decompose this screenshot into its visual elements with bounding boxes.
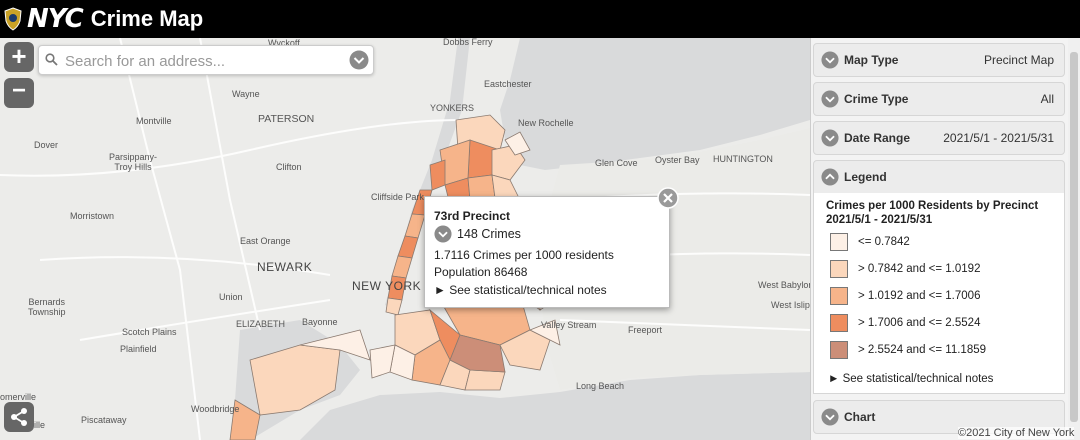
legend-notes-link[interactable]: ► See statistical/technical notes xyxy=(828,373,994,385)
chevron-down-icon[interactable] xyxy=(434,225,452,243)
panel-scrollbar[interactable] xyxy=(1068,38,1080,440)
legend-swatch xyxy=(830,287,848,305)
chevron-down-icon xyxy=(821,408,839,426)
label-paterson: PATERSON xyxy=(258,113,315,125)
legend-body: Crimes per 1000 Residents by Precinct 20… xyxy=(813,193,1065,394)
address-search-box[interactable] xyxy=(38,45,374,76)
label-ville: ille xyxy=(34,420,46,430)
chevron-down-icon xyxy=(821,129,839,147)
popup-notes-link[interactable]: ► See statistical/technical notes xyxy=(434,283,607,297)
label-scotch-plains: Scotch Plains xyxy=(122,327,177,337)
label-morristown: Morristown xyxy=(70,211,115,221)
zoom-out-button[interactable]: − xyxy=(4,78,34,108)
label-plainfield: Plainfield xyxy=(120,344,157,354)
label-eastchester: Eastchester xyxy=(484,79,532,89)
popup-crime-count: 148 Crimes xyxy=(457,227,521,241)
label-wayne: Wayne xyxy=(232,89,260,99)
label-yonkers: YONKERS xyxy=(430,103,475,113)
label-glen-cove: Glen Cove xyxy=(595,158,638,168)
label-new-rochelle: New Rochelle xyxy=(518,118,574,128)
label-woodbridge: Woodbridge xyxy=(191,404,240,414)
crime-type-label: Crime Type xyxy=(844,92,909,106)
label-bernards: Bernards Township xyxy=(28,297,66,317)
copyright-notice: ©2021 City of New York xyxy=(958,427,1075,439)
legend-title: Crimes per 1000 Residents by Precinct 20… xyxy=(826,199,1056,227)
legend-item-label: > 0.7842 and <= 1.0192 xyxy=(858,263,981,275)
label-wyckoff: Wyckoff xyxy=(268,38,300,48)
label-somerville: omerville xyxy=(0,392,37,402)
chevron-up-icon xyxy=(821,168,839,186)
label-oyster-bay: Oyster Bay xyxy=(655,155,700,165)
label-cliffside-park: Cliffside Park xyxy=(371,192,424,202)
label-west-babylon: West Babylon xyxy=(758,280,810,290)
legend-swatch xyxy=(830,233,848,251)
label-clifton: Clifton xyxy=(276,162,302,172)
legend-item: > 1.0192 and <= 1.7006 xyxy=(830,287,980,305)
legend-item: <= 0.7842 xyxy=(830,233,910,251)
legend-item: > 1.7006 and <= 2.5524 xyxy=(830,314,980,332)
legend-item-label: > 1.7006 and <= 2.5524 xyxy=(858,317,981,329)
search-input[interactable] xyxy=(63,46,347,76)
crime-type-section[interactable]: Crime Type All xyxy=(813,82,1065,116)
label-dover: Dover xyxy=(34,140,59,150)
legend-title-line2: 2021/5/1 - 2021/5/31 xyxy=(826,214,933,226)
chevron-down-icon xyxy=(821,90,839,108)
label-union: Union xyxy=(219,292,243,302)
map-type-value: Precinct Map xyxy=(983,53,1054,67)
map-canvas[interactable]: Wyckoff Dobbs Ferry Eastchester Wayne YO… xyxy=(0,38,810,440)
label-valley-stream: Valley Stream xyxy=(541,320,597,330)
label-long-beach: Long Beach xyxy=(576,381,625,391)
legend-item: > 2.5524 and <= 11.1859 xyxy=(830,341,986,359)
legend-item-label: > 1.0192 and <= 1.7006 xyxy=(858,290,981,302)
popup-crime-rate: 1.7116 Crimes per 1000 residents xyxy=(434,248,614,262)
legend-swatch xyxy=(830,260,848,278)
legend-item-label: > 2.5524 and <= 11.1859 xyxy=(858,344,987,356)
map-type-section[interactable]: Map Type Precinct Map xyxy=(813,43,1065,77)
date-range-label: Date Range xyxy=(844,131,911,145)
share-icon xyxy=(11,408,27,426)
legend-item-label: <= 0.7842 xyxy=(858,236,910,248)
close-icon[interactable] xyxy=(657,187,679,209)
map-type-label: Map Type xyxy=(844,53,899,67)
legend-swatch xyxy=(830,341,848,359)
app-header: NYC Crime Map xyxy=(0,0,1080,38)
chevron-down-icon[interactable] xyxy=(349,50,369,70)
label-newark: NEWARK xyxy=(257,260,313,274)
legend-label: Legend xyxy=(844,170,887,184)
date-range-value: 2021/5/1 - 2021/5/31 xyxy=(943,131,1054,145)
legend-item: > 0.7842 and <= 1.0192 xyxy=(830,260,980,278)
chart-label: Chart xyxy=(844,410,876,424)
crime-type-value: All xyxy=(1040,92,1054,106)
precinct-popup: 73rd Precinct 148 Crimes 1.7116 Crimes p… xyxy=(424,187,679,308)
date-range-section[interactable]: Date Range 2021/5/1 - 2021/5/31 xyxy=(813,121,1065,155)
nyc-logo[interactable]: NYC xyxy=(27,4,84,34)
legend-title-line1: Crimes per 1000 Residents by Precinct xyxy=(826,200,1039,212)
label-elizabeth: ELIZABETH xyxy=(236,319,286,329)
label-new-york: NEW YORK xyxy=(352,279,422,293)
label-bayonne: Bayonne xyxy=(302,317,338,327)
legend-swatch xyxy=(830,314,848,332)
label-dobbs-ferry: Dobbs Ferry xyxy=(443,38,493,47)
label-east-orange: East Orange xyxy=(240,236,291,246)
zoom-in-button[interactable]: + xyxy=(4,42,34,72)
share-button[interactable] xyxy=(4,402,34,432)
popup-population: Population 86468 xyxy=(434,265,528,279)
label-parsippany: Parsippany- Troy Hills xyxy=(109,152,158,172)
label-huntington: HUNTINGTON xyxy=(713,154,773,164)
label-west-islip: West Islip xyxy=(771,300,810,310)
search-icon xyxy=(45,53,58,66)
map-graphic xyxy=(0,38,810,440)
label-freeport: Freeport xyxy=(628,325,663,335)
chevron-down-icon xyxy=(821,51,839,69)
nypd-seal-icon xyxy=(4,7,22,31)
popup-title: 73rd Precinct xyxy=(434,209,511,223)
scrollbar-thumb[interactable] xyxy=(1070,52,1078,422)
label-montville: Montville xyxy=(136,116,172,126)
label-piscataway: Piscataway xyxy=(81,415,127,425)
legend-section[interactable]: Legend xyxy=(813,160,1065,194)
app-title: Crime Map xyxy=(90,6,204,31)
